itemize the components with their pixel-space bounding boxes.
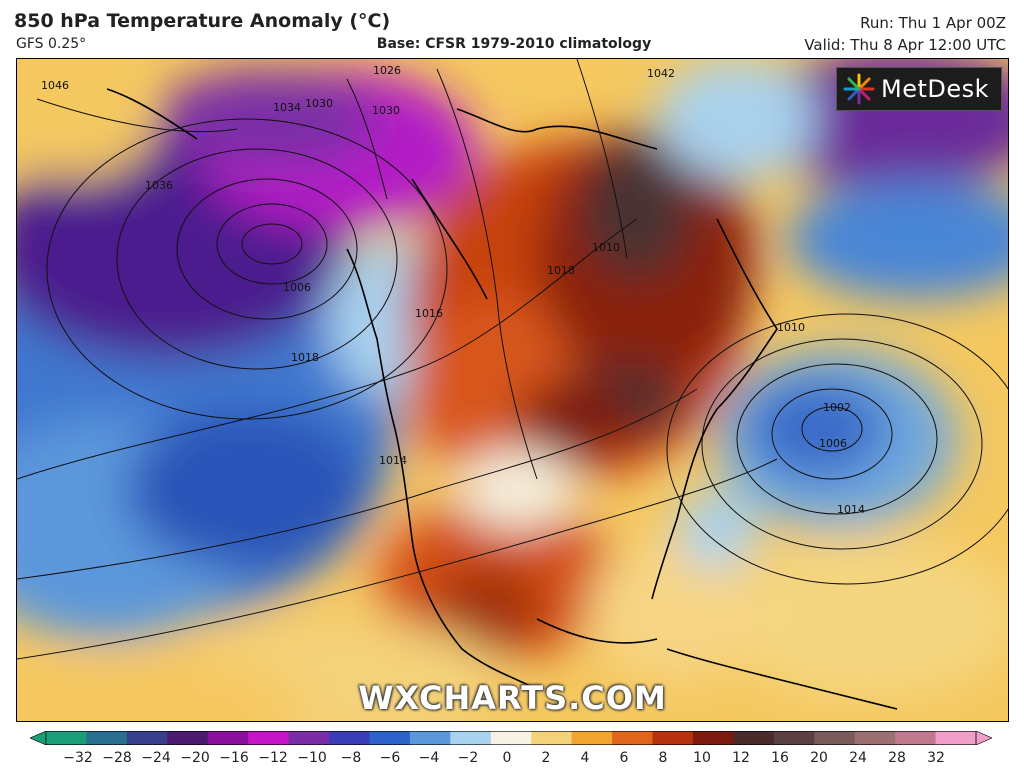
colorbar-tick-label: 0 [502,750,512,766]
colorbar-tick-label: −24 [141,750,171,766]
isobar-label: 1018 [291,351,319,364]
isobar-label: 1036 [145,179,173,192]
colorbar-border [45,731,977,745]
chart-title: 850 hPa Temperature Anomaly (°C) [14,10,391,32]
colorbar-cell [814,731,856,745]
colorbar-cell [490,731,532,745]
isobar-lines [17,59,1008,660]
colorbar-tick-label: −16 [219,750,249,766]
colorbar-cell [652,731,694,745]
isobar-label: 1014 [379,454,407,467]
colorbar-tick-label: −12 [258,750,288,766]
isobar-label: 1010 [592,241,620,254]
base-climatology-label: Base: CFSR 1979-2010 climatology [376,36,652,52]
colorbar-tick-label: 28 [888,750,906,766]
isobar-label: 1014 [837,503,865,516]
wxcharts-watermark: WXCHARTS.COM [358,679,667,717]
isobar-label: 1046 [41,79,69,92]
colorbar-cell [733,731,775,745]
colorbar-tick-label: 2 [541,750,551,766]
colorbar-cell [854,731,896,745]
isobar-label: 1010 [777,321,805,334]
colorbar-tick-labels: −32 −28 −24 −20 −16 −12 −10 −8 −6 −4 −2 0 2 4 6 8 10 12 16… [0,748,1024,772]
colorbar-cell [450,731,492,745]
isobar-label: 1030 [372,104,400,117]
valid-time-label: Valid: Thu 8 Apr 12:00 UTC [804,36,1006,54]
colorbar-cell [571,731,613,745]
colorbar-cell [167,731,209,745]
colorbar-cell [612,731,654,745]
colorbar [30,731,992,745]
isobar-label: 1002 [823,401,851,414]
colorbar-cell [288,731,330,745]
metdesk-brand-name: MetDesk [881,75,990,103]
colorbar-tick-label: 20 [810,750,828,766]
colorbar-tick-label: −8 [340,750,362,766]
colorbar-tick-label: −28 [102,750,132,766]
colorbar-max-arrow [975,731,992,745]
coastlines [106,88,898,710]
colorbar-tick-label: 32 [927,750,945,766]
isobar-label: 1006 [283,281,311,294]
isobar-label: 1034 [273,101,301,114]
anomaly-map-canvas: 1046 1036 1030 1026 1030 1006 1018 1010 … [17,59,1008,721]
colorbar-tick-label: 24 [849,750,867,766]
colorbar-tick-label: −10 [297,750,327,766]
colorbar-tick-label: 4 [580,750,590,766]
isobar-label: 1018 [547,264,575,277]
isobar-label: 1026 [373,64,401,77]
colorbar-tick-label: 16 [771,750,789,766]
colorbar-cell [46,731,87,745]
colorbar-tick-label: −2 [457,750,479,766]
isobar-label: 1016 [415,307,443,320]
isobar-label: 1042 [647,67,675,80]
isobar-labels: 1046 1036 1030 1026 1030 1006 1018 1010 … [41,64,865,516]
colorbar-cell [895,731,937,745]
colorbar-cell [369,731,411,745]
colorbar-tick-label: −20 [180,750,210,766]
colorbar-tick-label: −6 [379,750,401,766]
colorbar-tick-label: 12 [732,750,750,766]
colorbar-cell [531,731,573,745]
isobar-label: 1006 [819,437,847,450]
colorbar-tick-label: −32 [63,750,93,766]
run-time-label: Run: Thu 1 Apr 00Z [860,14,1006,32]
metdesk-logo: MetDesk [836,67,1002,111]
isobar-label: 1030 [305,97,333,110]
colorbar-cell [248,731,290,745]
colorbar-cell [86,731,128,745]
colorbar-tick-label: −4 [418,750,440,766]
metdesk-logo-icon [843,73,875,105]
colorbar-tick-label: 6 [619,750,629,766]
colorbar-cell [409,731,451,745]
colorbar-cell [207,731,249,745]
colorbar-cells [30,731,992,745]
colorbar-cell [126,731,168,745]
colorbar-cell [329,731,370,745]
colorbar-cell [935,731,977,745]
colorbar-cell [773,731,815,745]
colorbar-tick-label: 8 [658,750,668,766]
anomaly-map: 1046 1036 1030 1026 1030 1006 1018 1010 … [16,58,1009,722]
colorbar-cell [692,731,734,745]
anomaly-field [17,59,1008,721]
colorbar-min-arrow [30,731,47,745]
colorbar-tick-label: 10 [693,750,711,766]
model-label: GFS 0.25° [16,36,87,52]
